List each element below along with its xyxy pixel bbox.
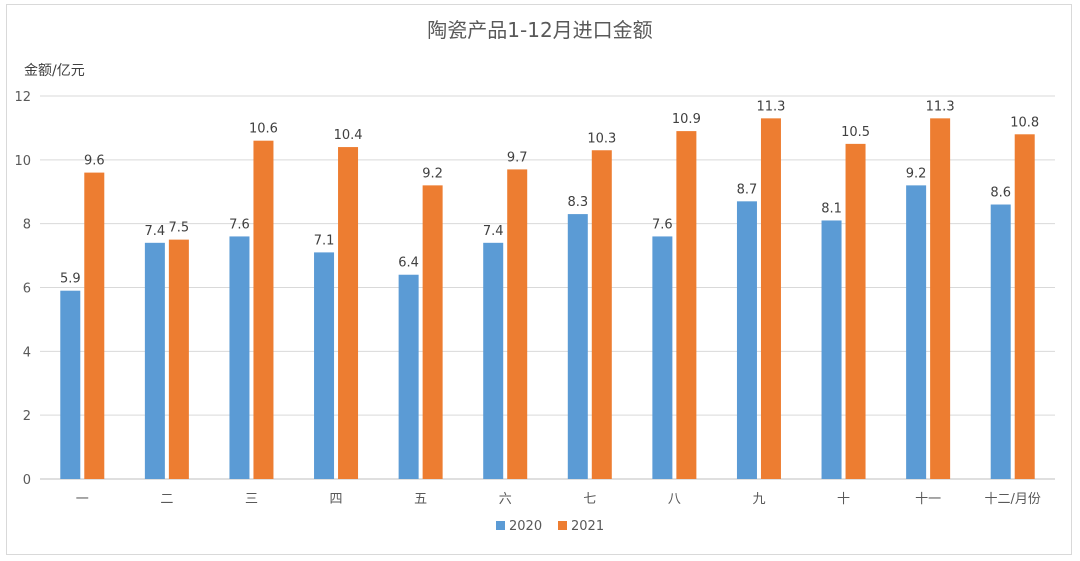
data-labels: 5.99.67.4 7.5 7.610.67.110.46.49.27.49.78.… [60, 99, 1039, 286]
chart-title: 陶瓷产品1-12月进口金额 [427, 18, 652, 42]
data-label-2020: 8.6 [990, 186, 1011, 201]
bar-2021 [676, 131, 697, 479]
y-tick-label: 2 [23, 409, 31, 424]
bars [60, 118, 1035, 480]
y-tick-label: 6 [23, 282, 31, 297]
bar-2020 [144, 242, 165, 479]
y-tick-label: 10 [14, 154, 31, 169]
bar-2020 [229, 236, 250, 479]
data-label-2020: 7.1 [314, 233, 335, 248]
bar-2020 [567, 214, 588, 479]
x-tick-label: 十二/月份 [985, 492, 1041, 507]
data-label-2020: 6.4 [398, 256, 419, 271]
legend-swatch-2021 [558, 521, 567, 530]
data-label-2021: 10.4 [334, 128, 363, 143]
bar-2021 [84, 172, 105, 479]
bar-2021 [338, 147, 359, 480]
data-label-2021: 9.6 [84, 154, 105, 169]
bar-2020 [398, 274, 419, 479]
legend-label-2021: 2021 [571, 519, 604, 534]
bar-2021 [253, 140, 274, 479]
x-tick-label: 九 [752, 492, 765, 507]
x-tick-label: 十一 [915, 492, 941, 507]
data-label-2020: 8.7 [737, 182, 758, 197]
data-label-2021: 10.6 [249, 122, 278, 137]
data-label-2021: 11.3 [926, 99, 955, 114]
legend-label-2020: 2020 [509, 519, 542, 534]
data-label-2020: 7.6 [652, 217, 673, 232]
x-tick-label: 八 [668, 492, 681, 507]
bar-2021 [930, 118, 951, 479]
bar-2020 [60, 290, 81, 479]
bar-2020 [483, 242, 504, 479]
data-label-2021: 10.3 [587, 131, 616, 146]
data-label-2021: 9.2 [422, 166, 443, 181]
data-label-2020: 7.4 [483, 224, 504, 239]
x-tick-label: 十 [837, 492, 850, 507]
x-tick-label: 二 [160, 492, 173, 507]
x-tick-label: 五 [414, 492, 427, 507]
x-tick-label: 七 [583, 492, 596, 507]
bar-2021 [168, 239, 189, 479]
y-axis-label: 金额/亿元 [24, 63, 85, 79]
data-label-2021: 10.5 [841, 125, 870, 140]
bar-2021 [1014, 134, 1035, 480]
data-label-2021: 9.7 [507, 150, 528, 165]
legend: 2020 2021 [496, 519, 604, 534]
data-label-2021: 10.9 [672, 112, 701, 127]
bar-2021 [591, 150, 612, 479]
bar-2021 [845, 143, 866, 479]
legend-swatch-2020 [496, 521, 505, 530]
bar-2021 [760, 118, 781, 479]
bar-2020 [736, 201, 757, 479]
x-tick-labels: 一 二 三 四 五 六 七 八 九 十 十一 十二/月份 [76, 492, 1041, 507]
y-tick-label: 8 [23, 218, 31, 233]
bar-2020 [314, 252, 335, 479]
x-tick-label: 六 [499, 492, 512, 507]
y-tick-labels: 0 2 4 6 8 10 12 [14, 90, 31, 488]
data-label-2020: 8.3 [567, 195, 588, 210]
bar-2020 [990, 204, 1011, 479]
data-label-2020: 9.2 [906, 166, 927, 181]
bar-2020 [821, 220, 842, 479]
y-tick-label: 12 [14, 90, 31, 105]
x-tick-label: 三 [245, 492, 258, 507]
data-label-2021: 11.3 [756, 99, 785, 114]
data-label-2020: 7.6 [229, 217, 250, 232]
bar-2020 [652, 236, 673, 479]
bar-2021 [507, 169, 528, 480]
y-tick-label: 4 [23, 345, 31, 360]
y-tick-label: 0 [23, 473, 31, 488]
data-label-2020: 7.4 [145, 224, 166, 239]
data-label-2020: 8.1 [821, 201, 842, 216]
bar-2021 [422, 185, 443, 479]
x-tick-label: 一 [76, 492, 89, 507]
gridlines [40, 95, 1055, 480]
data-label-2020: 5.9 [60, 272, 81, 287]
data-label-2021: 10.8 [1010, 115, 1039, 130]
x-tick-label: 四 [330, 492, 343, 507]
data-label-2021: 7.5 [169, 221, 190, 236]
bar-2020 [906, 185, 927, 479]
